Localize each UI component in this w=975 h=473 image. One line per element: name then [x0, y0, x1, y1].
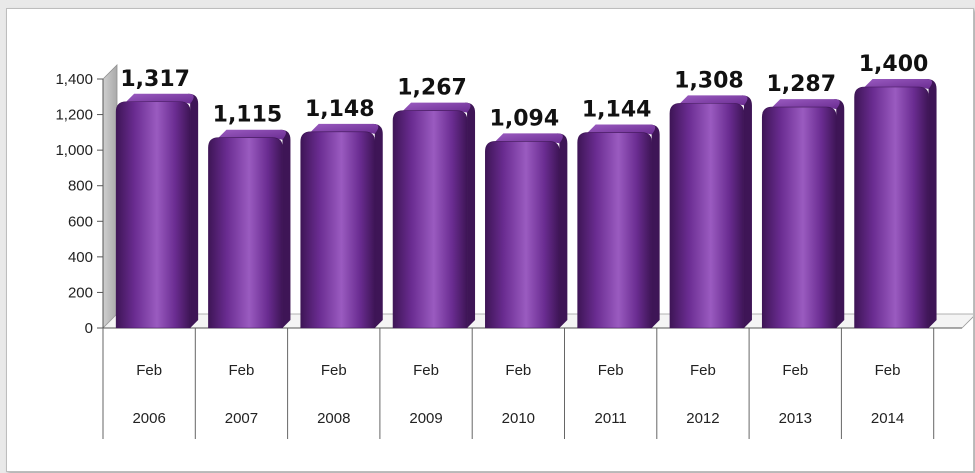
bar-front	[669, 103, 745, 329]
x-tick-label-month: Feb	[690, 362, 716, 379]
bar-front	[392, 110, 468, 329]
bar-data-label: 1,115	[213, 103, 283, 128]
bar-front	[300, 131, 376, 329]
bar-data-label: 1,287	[766, 72, 836, 97]
bar-cap	[587, 124, 656, 135]
y-tick-label: 800	[68, 178, 93, 195]
bar-side	[465, 102, 476, 328]
bar-front	[854, 86, 929, 329]
x-tick-label-year: 2012	[686, 410, 719, 427]
x-tick-label-year: 2011	[595, 410, 627, 427]
bar-data-label: 1,308	[674, 68, 744, 93]
x-tick-label-year: 2008	[317, 410, 350, 427]
bar-data-label: 1,400	[859, 52, 929, 77]
x-tick-label-year: 2010	[502, 410, 535, 427]
bar-data-label: 1,317	[120, 67, 190, 92]
chart-frame: 0 200 400 600 800 1,000 1,200 1,400 1,317 Feb 2006…	[6, 8, 974, 472]
bar-data-label: 1,267	[397, 76, 467, 101]
y-tick-label: 200	[68, 284, 93, 301]
bar-side	[741, 95, 752, 328]
bar-cap	[679, 95, 748, 106]
bar-cap	[772, 99, 840, 110]
x-tick-label-month: Feb	[229, 362, 255, 379]
bar-data-label: 1,144	[582, 98, 652, 123]
bar	[115, 93, 199, 329]
x-tick-label-month: Feb	[505, 362, 531, 379]
bar-cap	[495, 133, 563, 144]
x-tick-label-month: Feb	[875, 362, 901, 379]
x-tick-label-year: 2013	[779, 410, 812, 427]
y-tick-label: 0	[85, 320, 93, 337]
bar-side	[280, 129, 291, 328]
bar	[208, 129, 291, 329]
x-tick-label-month: Feb	[321, 362, 347, 379]
bar-chart: 0 200 400 600 800 1,000 1,200 1,400 1,317 Feb 2006…	[55, 52, 973, 439]
bar-front	[115, 101, 191, 329]
bar-side	[926, 79, 937, 328]
bar	[485, 133, 568, 329]
bar-data-label: 1,094	[490, 106, 560, 131]
bar-front	[485, 141, 560, 329]
bar-cap	[310, 123, 379, 134]
y-tick-label: 1,200	[55, 107, 93, 124]
bar	[300, 123, 383, 329]
bar-cap	[403, 102, 471, 113]
bar-cap	[126, 93, 194, 104]
bar-cap	[864, 79, 933, 89]
x-tick-label-year: 2014	[871, 410, 904, 427]
bar-side	[372, 123, 383, 328]
bar-front	[761, 106, 837, 329]
y-tick-label: 400	[68, 249, 93, 266]
bar	[854, 79, 937, 329]
bar-data-label: 1,148	[305, 97, 375, 122]
x-tick-label-month: Feb	[413, 362, 439, 379]
x-tick-label-month: Feb	[136, 362, 162, 379]
bar-side	[834, 99, 845, 328]
bar	[761, 99, 845, 329]
bar	[392, 102, 476, 329]
x-tick-label-month: Feb	[598, 362, 624, 379]
side-wall	[102, 64, 118, 329]
bar-side	[188, 93, 199, 328]
bar-side	[649, 124, 660, 328]
x-tick-label-month: Feb	[782, 362, 808, 379]
bar-front	[577, 132, 652, 329]
y-tick-label: 1,000	[55, 142, 93, 159]
x-tick-label-year: 2007	[225, 410, 258, 427]
x-tick-label-year: 2009	[409, 410, 442, 427]
bar	[669, 95, 752, 329]
x-tick-label-year: 2006	[132, 410, 165, 427]
bar-cap	[218, 129, 287, 140]
y-tick-label: 1,400	[55, 71, 93, 88]
y-tick-label: 600	[68, 213, 93, 230]
bar-front	[208, 137, 283, 329]
bar-side	[557, 133, 568, 328]
bar	[577, 124, 660, 329]
